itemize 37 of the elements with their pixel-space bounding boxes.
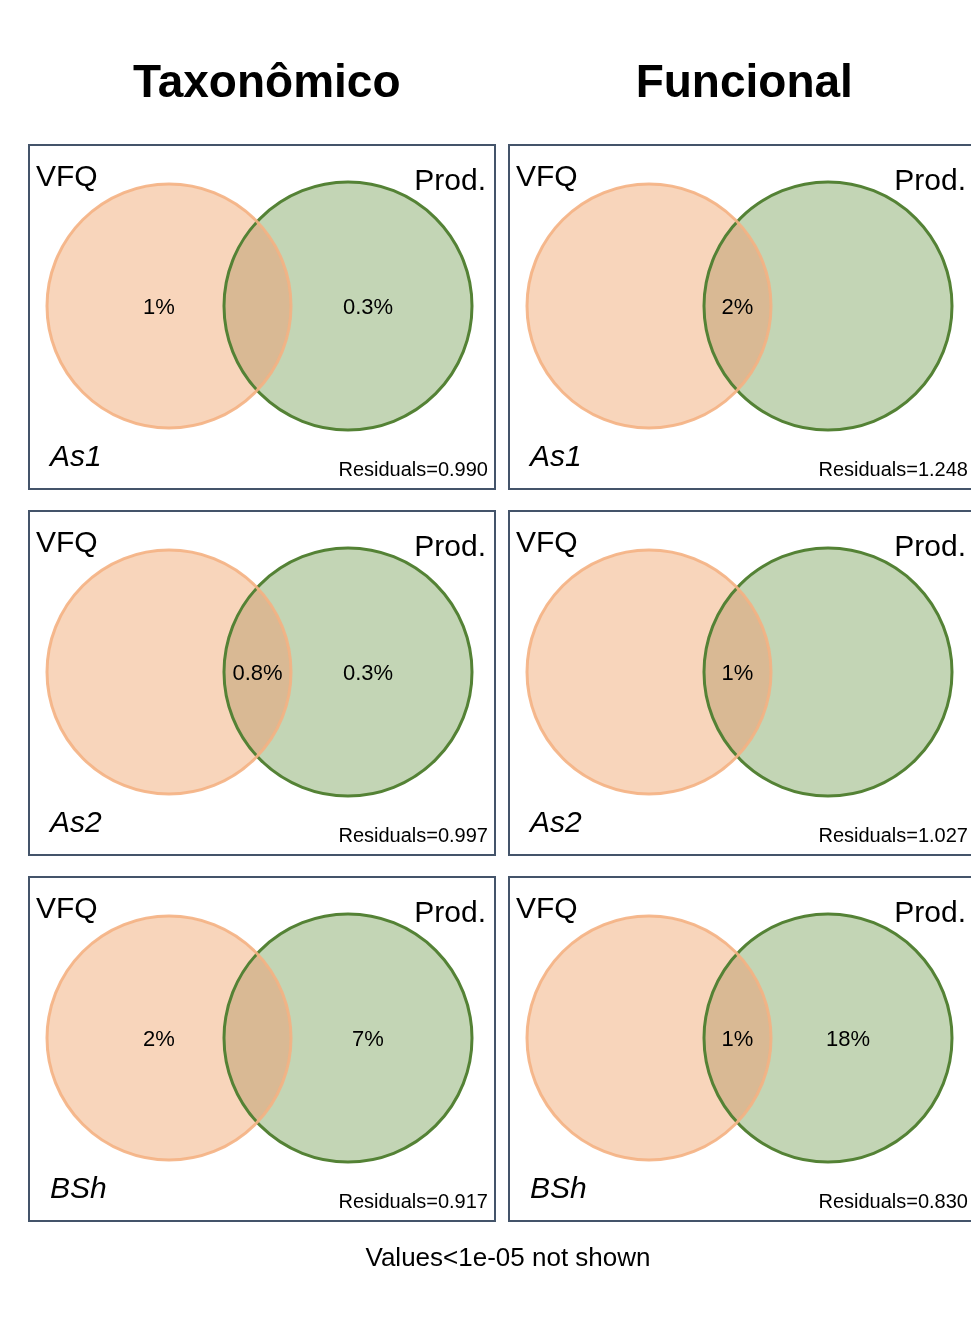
text: Residuals=0.997 (338, 824, 488, 846)
text: VFQ (36, 159, 98, 192)
text: Prod. (894, 529, 966, 562)
text: Values<1e-05 not shown (364, 1242, 652, 1273)
data-label: 0.8% (232, 660, 283, 685)
text: Taxonômico (132, 54, 402, 109)
text: VFQ (516, 891, 578, 924)
text: As1 (48, 439, 102, 472)
text: BSh (50, 1171, 107, 1204)
data-label: 0.3% (342, 660, 394, 685)
text: Prod. (894, 895, 966, 928)
text: VFQ (516, 159, 578, 192)
text: Prod. (414, 529, 486, 562)
text: Prod. (414, 895, 486, 928)
data-label: 1% (721, 1026, 754, 1051)
text: VFQ (516, 525, 578, 558)
data-label: 18% (825, 1026, 871, 1051)
text: Funcional (634, 54, 854, 109)
text: As2 (48, 805, 103, 838)
data-label: 1% (143, 294, 175, 319)
data-label: 2% (143, 1026, 175, 1051)
data-label: 1% (721, 660, 754, 685)
text: As2 (528, 805, 583, 838)
text: VFQ (36, 525, 98, 558)
data-label: 2% (721, 294, 754, 319)
text: Residuals=1.248 (818, 458, 968, 480)
data-label: 7% (352, 1026, 384, 1051)
text: Residuals=0.830 (818, 1190, 968, 1212)
text: Residuals=0.990 (338, 458, 488, 480)
text: Residuals=1.027 (818, 824, 968, 846)
text: Prod. (414, 163, 486, 196)
data-label: 0.3% (342, 294, 394, 319)
text: As1 (528, 439, 582, 472)
text: BSh (530, 1171, 587, 1204)
text: Residuals=0.917 (338, 1190, 488, 1212)
text: Prod. (894, 163, 966, 196)
text: VFQ (36, 891, 98, 924)
